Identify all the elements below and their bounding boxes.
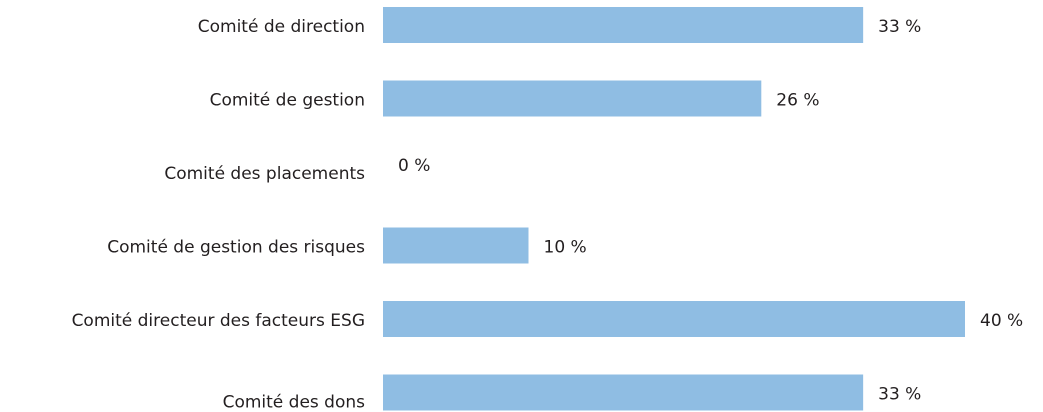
bar	[383, 7, 864, 43]
category-label: Comité de gestion des risques	[107, 238, 365, 258]
category-label: Comité des dons	[223, 393, 366, 412]
category-label: Comité des placements	[164, 164, 365, 184]
value-label: 26 %	[776, 91, 819, 111]
value-label: 33 %	[878, 17, 921, 37]
bar	[383, 80, 762, 117]
category-label: Comité directeur des facteurs ESG	[72, 311, 365, 331]
bar	[383, 301, 965, 337]
value-label: 10 %	[544, 238, 587, 258]
category-label: Comité de direction	[198, 17, 365, 37]
category-label: Comité de gestion	[210, 91, 365, 111]
value-label: 33 %	[878, 385, 921, 405]
value-label: 40 %	[980, 311, 1023, 331]
bar	[383, 374, 864, 411]
value-label: 0 %	[398, 156, 430, 176]
bar	[383, 227, 529, 264]
